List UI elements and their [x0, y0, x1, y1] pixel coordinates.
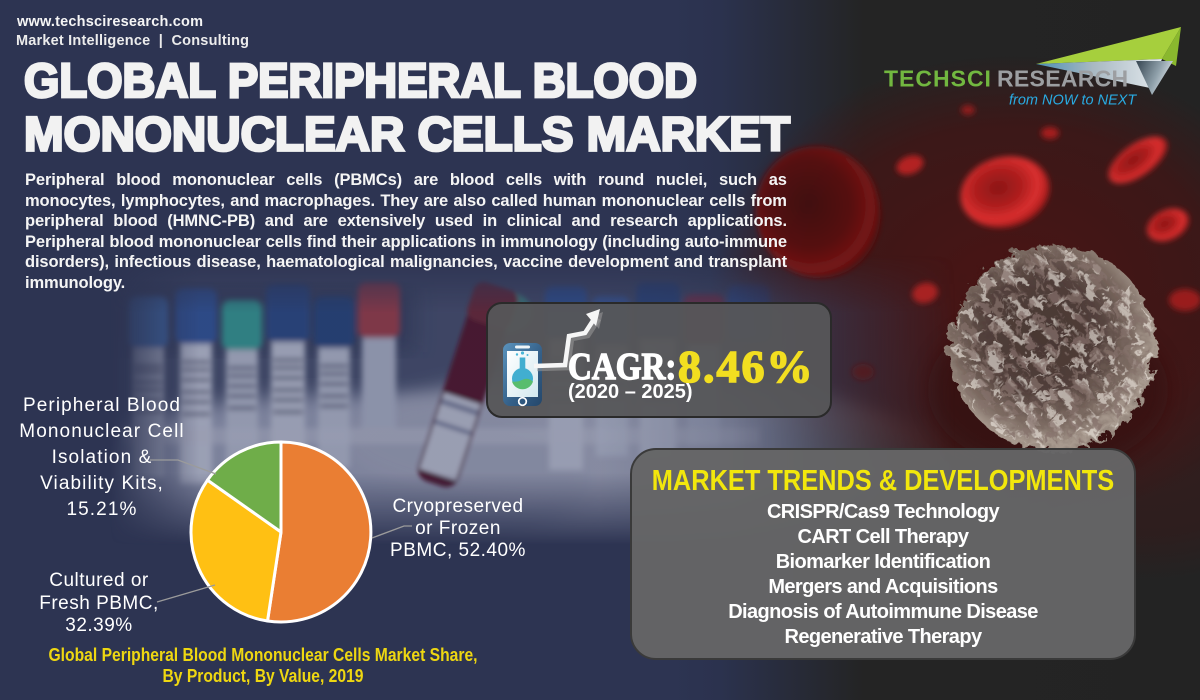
svg-text:GLOBAL PERIPHERAL BLOOD: GLOBAL PERIPHERAL BLOOD — [24, 55, 697, 108]
svg-text:TECHSCI: TECHSCI — [884, 66, 992, 92]
svg-text:from NOW to NEXT: from NOW to NEXT — [1009, 93, 1137, 109]
svg-text:MONONUCLEAR CELLS MARKET: MONONUCLEAR CELLS MARKET — [24, 109, 790, 162]
svg-text:RESEARCH: RESEARCH — [997, 66, 1128, 92]
